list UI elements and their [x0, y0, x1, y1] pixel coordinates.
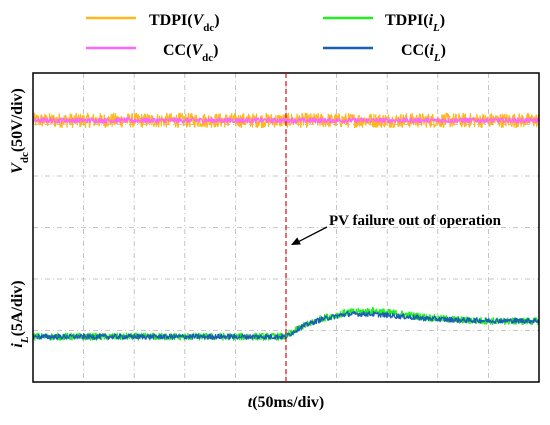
- legend-label-tdpi-il: TDPI(iL): [385, 12, 445, 34]
- annotation-text: PV failure out of operation: [329, 213, 502, 229]
- event-marker: PV failure out of operation: [285, 73, 502, 382]
- x-axis-label: t(50ms/div): [248, 394, 324, 411]
- trace-tdpi-il: [32, 306, 540, 341]
- legend-label-tdpi-vdc: TDPI(Vdc): [149, 12, 220, 34]
- annotation-arrow-line: [296, 226, 328, 243]
- legend-label-cc-il: CC(iL): [401, 42, 446, 64]
- legend-label-cc-vdc: CC(Vdc): [163, 42, 218, 64]
- annotation-arrowhead: [291, 237, 301, 245]
- y-axis-label-bottom: iL(5A/div): [9, 280, 31, 347]
- legend: TDPI(Vdc) CC(Vdc) TDPI(iL) CC(iL): [86, 12, 446, 64]
- y-axis-label-top: Vdc(50V/div): [9, 88, 31, 174]
- trace-cc-vdc: [32, 117, 540, 124]
- axis-labels: t(50ms/div) Vdc(50V/div) iL(5A/div): [9, 88, 324, 411]
